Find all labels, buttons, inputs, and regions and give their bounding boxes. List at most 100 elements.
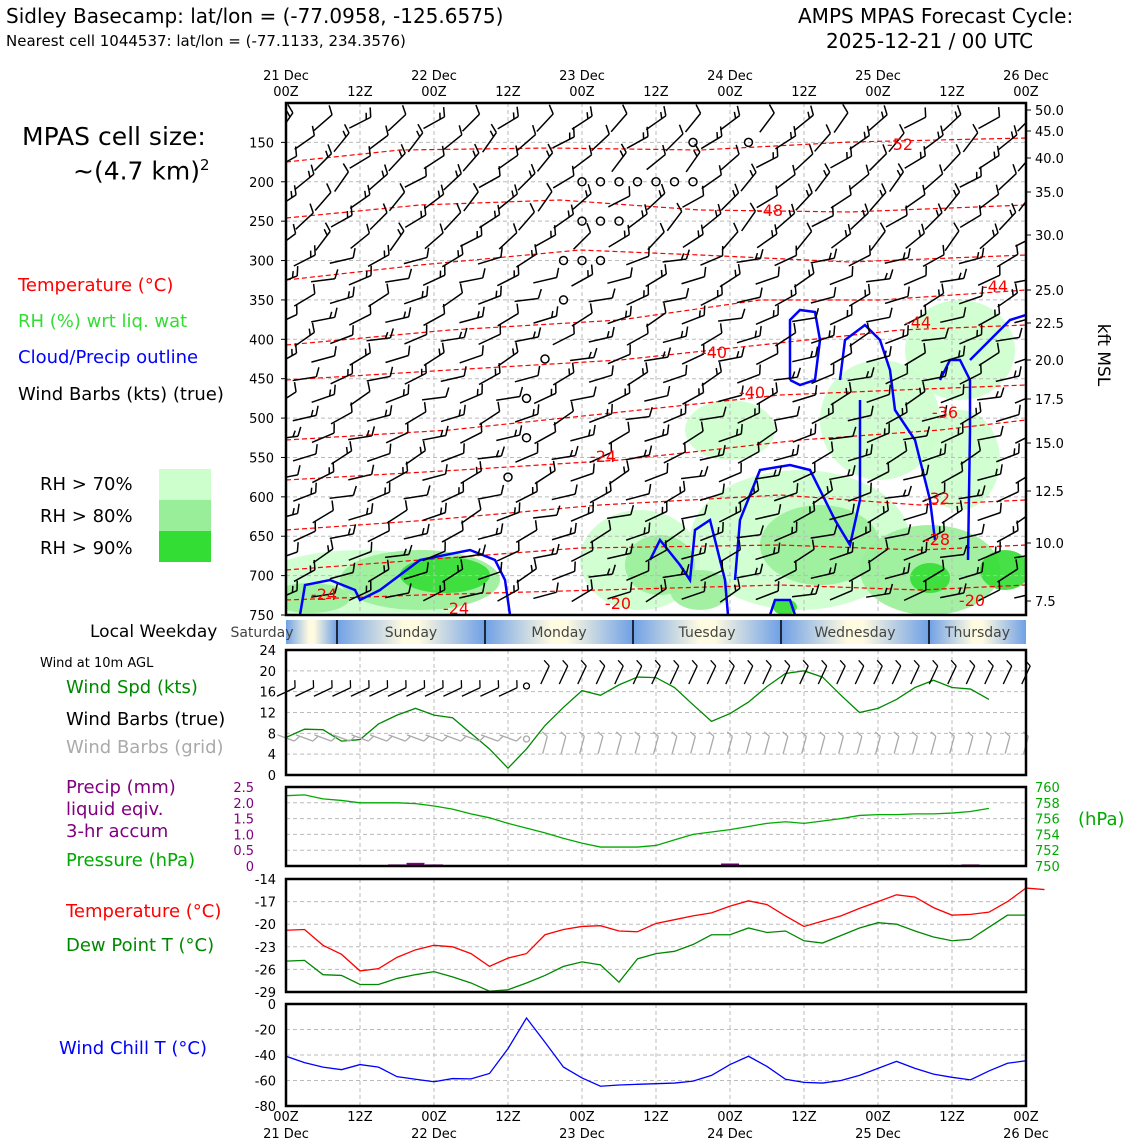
- wind-barb: [792, 462, 816, 483]
- y-right-tick-label: 15.0: [1035, 437, 1064, 452]
- wind-barb: [848, 521, 872, 542]
- wind-barb: [644, 501, 668, 523]
- wind-barb-true: [632, 659, 643, 685]
- wind-barb-true: [614, 659, 624, 685]
- wind-barb-true: [558, 659, 569, 685]
- y-tick-label: 16: [259, 686, 276, 701]
- wind-barb: [367, 559, 390, 583]
- wind-barb: [812, 480, 834, 505]
- wind-barb: [286, 185, 297, 209]
- wind-barb: [459, 225, 483, 247]
- wind-barb: [718, 462, 742, 483]
- weekday-name: Tuesday: [678, 625, 736, 641]
- wind-barb: [1014, 315, 1026, 324]
- rh-area: [685, 400, 775, 460]
- wind-barb: [608, 460, 630, 485]
- temperature-contour: [286, 419, 1026, 481]
- wind-barb: [367, 244, 390, 268]
- wind-barb: [404, 324, 428, 345]
- weekday-name: Saturday: [230, 625, 293, 641]
- wind-barb: [903, 541, 928, 561]
- y-right-axis-label: kft MSL: [1093, 324, 1113, 387]
- wind-barb: [995, 327, 1023, 342]
- y-tick-label: -23: [255, 941, 276, 956]
- wind-barb: [607, 504, 635, 520]
- wind-barb: [385, 422, 409, 444]
- wind-barb: [959, 205, 982, 228]
- wind-barb: [646, 183, 666, 211]
- y-left-tick-label: 150: [249, 136, 274, 151]
- wind-barb: [998, 203, 1017, 231]
- y-tick-label: -60: [255, 1075, 276, 1090]
- wind-barb: [330, 325, 354, 345]
- wind-barb: [441, 481, 465, 503]
- wind-barb: [384, 544, 413, 559]
- windchill-legend: Wind Chill T (°C): [59, 1038, 207, 1059]
- wind-barb-grid: [480, 734, 504, 742]
- wind-barb: [588, 365, 614, 383]
- wind-barb: [791, 584, 820, 598]
- wind-barb: [553, 204, 575, 229]
- wind-barb-true: [651, 659, 661, 685]
- wind-barb: [755, 146, 779, 169]
- wind-barb: [329, 562, 356, 580]
- wind-barb: [850, 203, 869, 230]
- wind-barb: [313, 144, 333, 172]
- wind-barb: [958, 247, 985, 265]
- calm-wind-marker: [577, 255, 587, 266]
- precip-legend-2: liquid eqiv.: [66, 799, 164, 820]
- wind-barb-grid: [763, 731, 770, 754]
- precip-tick-label: 0.5: [233, 844, 254, 859]
- wind-barb: [403, 247, 430, 265]
- wind-barb: [368, 125, 389, 151]
- wind-barb: [904, 342, 927, 366]
- precip-legend-3: 3-hr accum: [66, 821, 169, 842]
- wind-barb: [421, 387, 450, 401]
- wind-barb: [286, 465, 301, 481]
- wind-barb: [720, 144, 740, 171]
- wind-barb: [553, 401, 575, 426]
- wind-barb: [924, 203, 943, 231]
- weekday-segment: [286, 620, 337, 644]
- wind-barb: [810, 524, 838, 539]
- wind-barb: [847, 367, 875, 382]
- wind-barb: [590, 519, 612, 544]
- legend-item: Wind Barbs (kts) (true): [18, 384, 224, 405]
- wind-barb-true: [332, 680, 352, 697]
- wind-barb-grid: [351, 734, 374, 742]
- wind-barb: [666, 202, 683, 232]
- wind-barb: [385, 384, 410, 404]
- wind-barb: [774, 245, 798, 267]
- wind-barb: [514, 288, 543, 303]
- wind-barb: [403, 523, 430, 540]
- wind-barb: [977, 265, 1001, 286]
- wind-barb: [460, 461, 483, 484]
- wind-barb: [496, 502, 521, 522]
- weekday-segment: [633, 620, 781, 644]
- temperature-contour-label: -44: [905, 313, 931, 332]
- y-right-tick-label: 35.0: [1035, 186, 1064, 201]
- wind-barb: [885, 363, 909, 385]
- wind-barb: [496, 386, 524, 402]
- wind-barb-grid: [911, 731, 918, 754]
- temperature-line: [285, 887, 1045, 972]
- wind-barb: [868, 144, 888, 172]
- wind-barb: [958, 523, 985, 540]
- wind-barb: [662, 326, 689, 344]
- wind-barb: [645, 578, 667, 603]
- wind-barb: [681, 542, 707, 560]
- wind-barb: [626, 126, 649, 149]
- wind-barb: [829, 266, 854, 286]
- pressure-tick-label: 756: [1035, 813, 1060, 828]
- wind-barb: [701, 361, 723, 387]
- wind-barb-true: [780, 659, 791, 685]
- wind-barb: [699, 444, 726, 461]
- wind-barb: [1014, 553, 1026, 559]
- wind-barb: [388, 143, 406, 172]
- wind-barb: [1015, 509, 1026, 525]
- wind-barb: [921, 405, 948, 422]
- precip-tick-label: 0: [246, 860, 254, 875]
- cloud-outline: [733, 400, 862, 581]
- wind-barb: [884, 524, 912, 540]
- wind-barb: [644, 424, 670, 442]
